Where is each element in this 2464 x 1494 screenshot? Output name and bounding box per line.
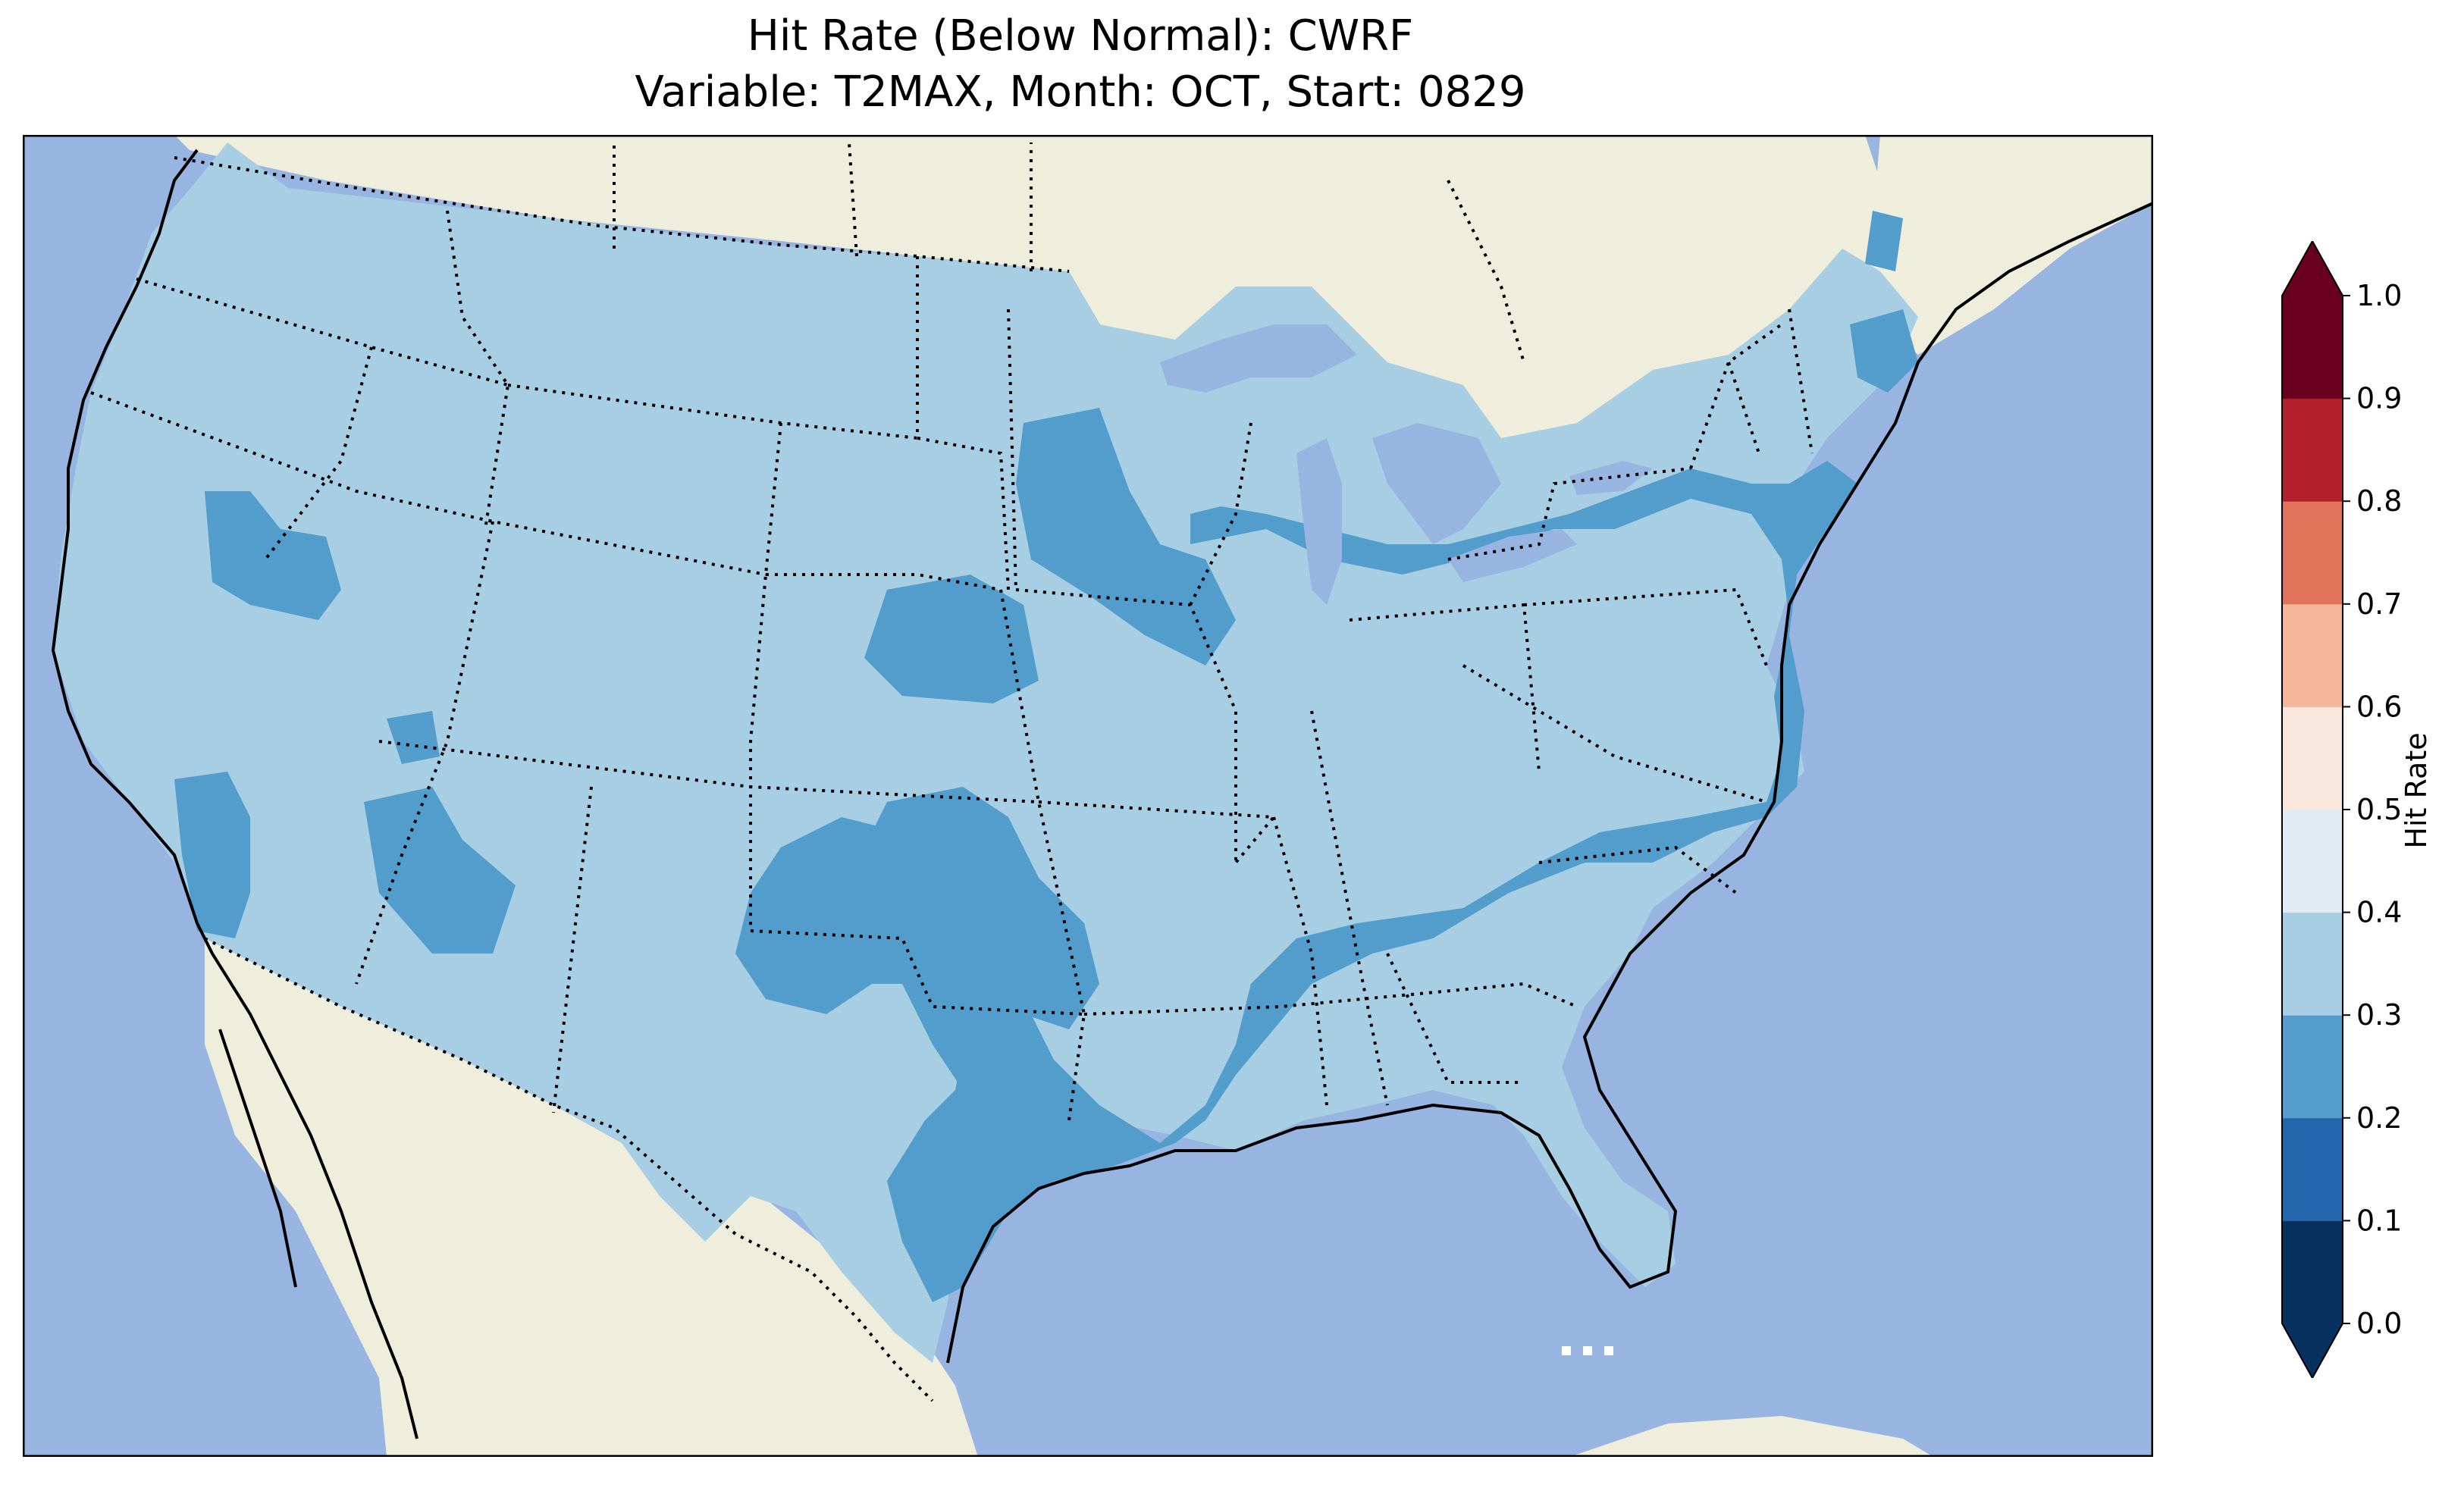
colorbar-bands xyxy=(2281,241,2343,1378)
colorbar-label: Hit Rate xyxy=(2400,732,2433,848)
patch-maine xyxy=(1865,211,1903,271)
colorbar-band xyxy=(2282,1220,2343,1324)
patch-minnesota xyxy=(1016,408,1236,666)
patch-midwest-east xyxy=(735,461,1857,1302)
colorbar-band xyxy=(2282,296,2343,399)
colorbar-tick-label: 0.0 xyxy=(2356,1307,2402,1340)
patch-nebraska xyxy=(864,575,1039,703)
colorbar-band xyxy=(2282,398,2343,502)
patch-oklahoma-texas xyxy=(857,787,1099,1090)
colorbar-tick-label: 0.7 xyxy=(2356,587,2402,621)
coastlines xyxy=(51,149,2153,1439)
patch-new-england xyxy=(1850,309,1918,393)
colorbar-band xyxy=(2282,603,2343,707)
colorbar-band xyxy=(2282,810,2343,913)
patch-nevada xyxy=(205,491,341,620)
colorbar-tick-label: 0.9 xyxy=(2356,382,2402,415)
lake-erie xyxy=(1448,529,1577,582)
quebec-maritimes-land xyxy=(1865,135,2153,355)
lake-michigan xyxy=(1296,438,1342,605)
colorbar-tick-label: 0.4 xyxy=(2356,896,2402,929)
colorbar-tick-label: 0.5 xyxy=(2356,793,2402,826)
colorbar-tick-label: 0.6 xyxy=(2356,690,2402,723)
colorbar-tick-label: 0.3 xyxy=(2356,998,2402,1032)
colorbar-ticks: 0.0 0.1 0.2 0.3 0.4 0.5 0.6 0.7 0.8 0.9 1.0 xyxy=(2343,279,2402,1340)
colorbar-extend-max xyxy=(2282,241,2343,296)
colorbar-tick-label: 0.1 xyxy=(2356,1204,2402,1237)
colorbar-extend-min xyxy=(2282,1323,2343,1378)
colorbar: 0.0 0.1 0.2 0.3 0.4 0.5 0.6 0.7 0.8 0.9 1.0 Hit Ra… xyxy=(2281,241,2433,1378)
map-frame xyxy=(23,135,2153,1457)
colorbar-band xyxy=(2282,706,2343,810)
colorbar-tick-label: 0.2 xyxy=(2356,1101,2402,1135)
great-lakes xyxy=(1160,324,1653,605)
cuba-land xyxy=(1569,1416,1933,1457)
colorbar-band xyxy=(2282,1117,2343,1221)
map-subtitle: Variable: T2MAX, Month: OCT, Start: 0829 xyxy=(635,67,1526,117)
colorbar-tick-label: 0.8 xyxy=(2356,484,2402,518)
international-border xyxy=(174,156,1070,1402)
patch-nevada-small xyxy=(387,711,440,764)
state-boundaries xyxy=(90,142,1814,1121)
colorbar-band xyxy=(2282,912,2343,1016)
patch-southern-california xyxy=(174,772,250,938)
hit-rate-dark-patches xyxy=(174,211,1918,1302)
colorbar-tick-label: 1.0 xyxy=(2356,279,2402,312)
map-panel xyxy=(23,135,2153,1457)
patch-utah-arizona xyxy=(364,787,516,954)
missing-data-cells xyxy=(1562,1346,1613,1355)
lake-huron xyxy=(1372,423,1501,544)
colorbar-band xyxy=(2282,1015,2343,1119)
colorbar-band xyxy=(2282,501,2343,605)
mexico-land xyxy=(205,938,978,1457)
map-title: Hit Rate (Below Normal): CWRF xyxy=(747,11,1414,61)
lake-superior xyxy=(1160,324,1357,393)
